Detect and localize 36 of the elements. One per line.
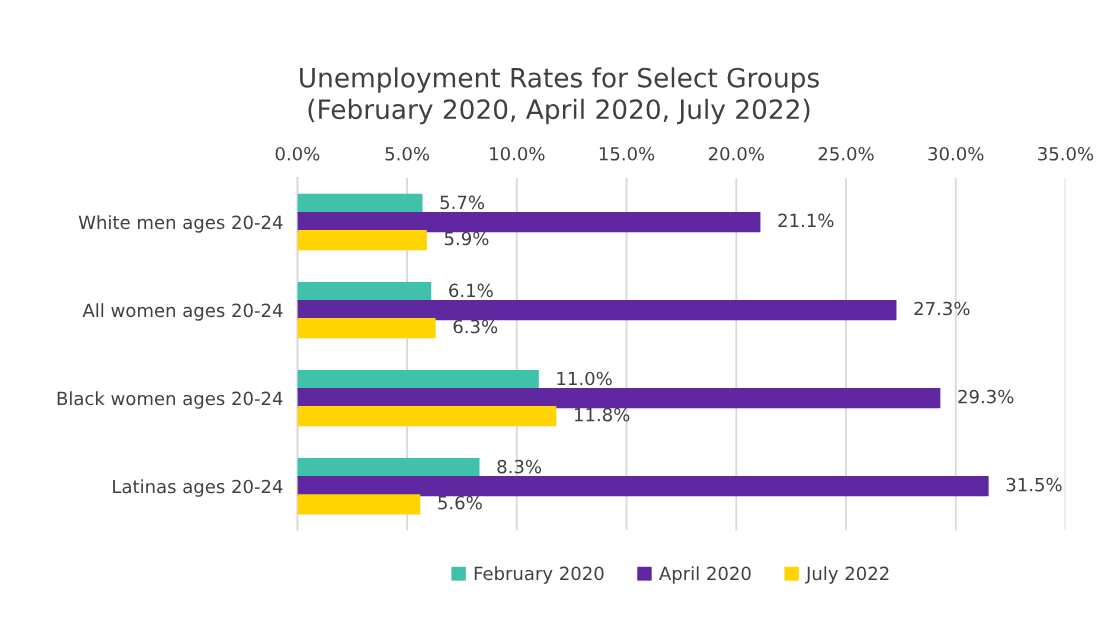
data-label: 6.1% [449,283,493,298]
data-label: 5.6% [438,495,482,510]
bar [297,229,427,251]
data-label: 5.9% [444,231,489,246]
data-label: 11.0% [557,371,612,386]
legend-label: July 2022 [805,566,889,584]
bar [297,318,436,339]
x-tick-label: 5.0% [385,146,430,161]
data-label: 11.8% [574,407,630,422]
x-tick-label: 25.0% [818,146,874,161]
bar [297,299,897,321]
data-label: 8.3% [497,459,542,474]
data-label: 21.1% [778,213,834,228]
bar [297,494,421,515]
data-label: 5.7% [440,195,485,210]
data-label: 27.3% [914,301,970,316]
x-tick-label: 10.0% [490,146,545,161]
data-label: 31.5% [1006,477,1062,492]
x-tick-label: 35.0% [1038,146,1094,161]
bar [297,406,557,427]
y-tick-label: All women ages 20-24 [82,303,283,321]
legend-label: February 2020 [474,566,604,584]
bar [297,476,989,497]
x-tick-label: 0.0% [275,146,320,161]
bar [297,388,941,409]
data-label: 29.3% [958,389,1014,404]
data-label: 6.3% [453,319,498,334]
y-tick-label: Latinas ages 20-24 [113,479,283,497]
x-tick-label: 15.0% [599,146,655,161]
bar [297,211,761,233]
legend-label: April 2020 [659,566,751,584]
chart-title: Unemployment Rates for Select Groups (February 2020, April 2020, July 2022) [300,67,819,125]
y-tick-label: White men ages 20-24 [78,215,283,233]
y-tick-label: Black women ages 20-24 [57,391,283,409]
x-tick-label: 20.0% [708,146,764,161]
x-tick-label: 30.0% [928,146,984,161]
